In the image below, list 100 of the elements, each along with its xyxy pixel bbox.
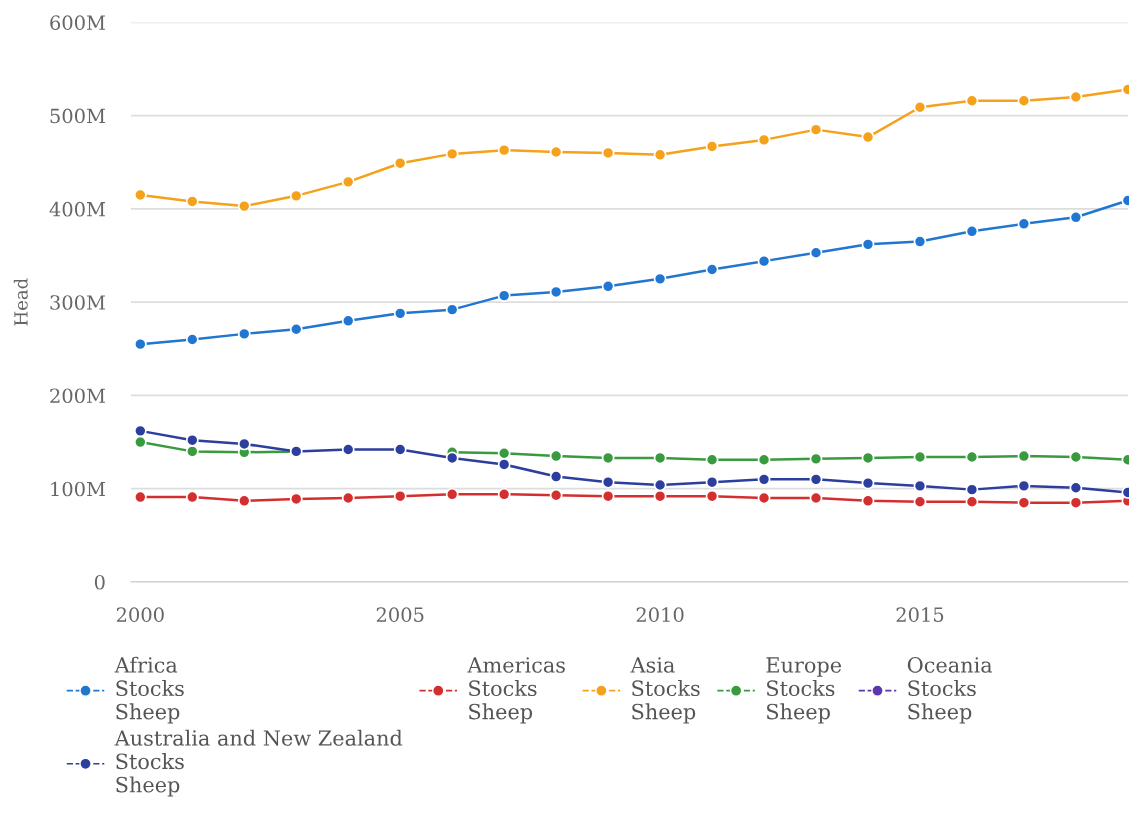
point: [601, 279, 615, 293]
point: [913, 235, 927, 248]
point: [445, 451, 459, 465]
point: [237, 327, 251, 341]
point: [341, 314, 355, 328]
point: [861, 237, 875, 251]
point: [601, 489, 615, 503]
point: [549, 470, 563, 483]
point: [965, 495, 979, 509]
point: [185, 433, 199, 447]
point: [809, 491, 823, 505]
point: [1069, 481, 1083, 495]
y-axis-title: Head: [13, 278, 28, 326]
point: [289, 322, 303, 336]
point: [861, 130, 875, 144]
point: [757, 254, 771, 268]
point: [965, 483, 979, 497]
point: [653, 478, 667, 492]
point: [497, 487, 511, 501]
point: [549, 285, 563, 299]
point: [653, 451, 667, 465]
y-tick-label: 100M: [51, 481, 105, 497]
point: [601, 146, 615, 160]
point: [289, 492, 303, 506]
point: [601, 475, 615, 489]
x-tick-label: 2015: [896, 607, 944, 623]
point: [913, 479, 927, 493]
point: [185, 195, 199, 208]
legend-label: Americas Stocks Sheep: [467, 657, 565, 724]
point: [705, 453, 719, 467]
point: [237, 437, 251, 451]
x-tick-label: 2010: [636, 607, 684, 623]
point: [445, 303, 459, 317]
point: [913, 495, 927, 509]
point: [393, 306, 407, 320]
point: [497, 446, 511, 460]
point: [965, 94, 979, 108]
point: [393, 443, 407, 456]
point: [861, 476, 875, 490]
point: [757, 472, 771, 486]
point: [809, 452, 823, 466]
point: [393, 489, 407, 503]
y-tick-label: 600M: [50, 15, 105, 31]
point: [861, 451, 875, 465]
point: [965, 224, 979, 238]
point: [185, 333, 199, 346]
legend-label: Asia Stocks Sheep: [630, 657, 700, 724]
point: [1017, 496, 1031, 510]
y-tick-label: 400M: [49, 201, 105, 217]
legend-label: Oceania Stocks Sheep: [907, 657, 993, 724]
point: [653, 489, 667, 503]
point: [1017, 217, 1031, 231]
point: [185, 444, 199, 458]
point: [757, 491, 771, 505]
point: [497, 289, 511, 303]
point: [133, 337, 147, 351]
point: [185, 490, 199, 504]
point: [913, 100, 927, 114]
point: [1069, 496, 1083, 510]
legend-label: Europe Stocks Sheep: [766, 657, 842, 724]
point: [965, 450, 979, 464]
x-tick-label: 2000: [116, 607, 164, 623]
point: [1017, 94, 1031, 108]
legend-label: Africa Stocks Sheep: [114, 656, 184, 724]
point: [445, 487, 459, 501]
point: [1017, 479, 1031, 493]
point: [653, 272, 667, 286]
point: [601, 451, 615, 465]
point: [133, 188, 147, 202]
point: [1069, 450, 1083, 464]
point: [549, 145, 563, 159]
point: [549, 488, 563, 502]
y-tick-label: 500M: [50, 108, 105, 124]
point: [705, 475, 719, 489]
point: [237, 494, 251, 508]
point: [809, 123, 823, 137]
point: [133, 490, 147, 504]
legend-label: Australia and New Zealand Stocks Sheep: [114, 729, 403, 797]
point: [133, 424, 147, 438]
y-tick-label: 300M: [50, 295, 105, 310]
x-tick-label: 2005: [376, 607, 424, 623]
point: [497, 458, 511, 471]
point: [1069, 210, 1083, 224]
point: [705, 140, 719, 153]
point: [653, 148, 667, 162]
point: [445, 147, 459, 161]
point: [809, 472, 823, 486]
y-tick-label: 200M: [50, 388, 105, 404]
point: [393, 156, 407, 170]
point: [913, 450, 927, 464]
point: [341, 443, 355, 456]
point: [341, 491, 355, 505]
y-tick-label: 0: [94, 574, 105, 590]
point: [497, 143, 511, 157]
point: [133, 435, 147, 449]
point: [237, 199, 251, 213]
point: [289, 189, 303, 203]
point: [341, 175, 355, 189]
point: [861, 494, 875, 508]
point: [757, 453, 771, 467]
